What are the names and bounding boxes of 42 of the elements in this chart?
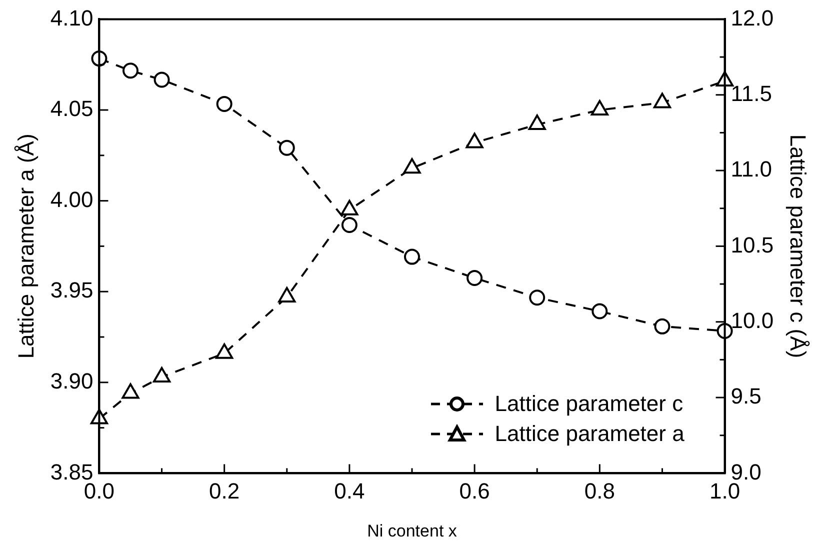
y2-tick-label: 9.0 <box>730 459 762 484</box>
y-tick-label: 3.85 <box>50 459 94 484</box>
point <box>403 158 421 174</box>
point <box>216 343 234 359</box>
y2-tick-label: 9.5 <box>730 384 762 409</box>
point <box>122 383 140 399</box>
legend-label: Lattice parameter c <box>494 390 684 418</box>
point <box>278 140 295 156</box>
x-tick-label: 0.8 <box>584 478 615 504</box>
y-tick-label: 3.95 <box>50 278 94 303</box>
point <box>466 270 483 286</box>
point <box>653 92 672 108</box>
point <box>466 132 484 148</box>
point <box>154 72 170 88</box>
x-axis-title: Ni content x <box>367 521 458 540</box>
y2-tick-label: 11.5 <box>730 80 772 106</box>
y2-tick-label: 11.0 <box>730 156 772 182</box>
y-tick-label: 4.00 <box>50 186 94 212</box>
y-tick-label: 4.10 <box>50 5 94 30</box>
point <box>528 114 546 130</box>
point <box>216 96 232 112</box>
point <box>340 200 358 216</box>
point <box>152 366 171 382</box>
y2-tick-label: 10.5 <box>730 232 774 258</box>
y-axis-title: Lattice parameter a (Å) <box>13 134 38 359</box>
point <box>654 318 670 334</box>
x-tick-label: 0.2 <box>209 478 240 504</box>
y2-tick-label: 12.0 <box>730 5 774 30</box>
point <box>529 290 546 306</box>
y2-tick-label: 10.0 <box>730 308 774 333</box>
y-tick-label: 4.05 <box>50 96 94 122</box>
point <box>590 100 608 116</box>
x-tick-label: 0.4 <box>334 478 365 504</box>
point <box>592 303 608 320</box>
x-tick-label: 0.6 <box>459 478 490 504</box>
point <box>278 287 296 303</box>
point <box>122 62 138 79</box>
point <box>341 217 358 234</box>
y2-axis-title: Lattice parameter c (Å) <box>786 134 811 358</box>
point <box>404 248 420 265</box>
y-tick-label: 3.90 <box>50 368 94 394</box>
legend-label: Lattice parameter a <box>494 420 684 448</box>
